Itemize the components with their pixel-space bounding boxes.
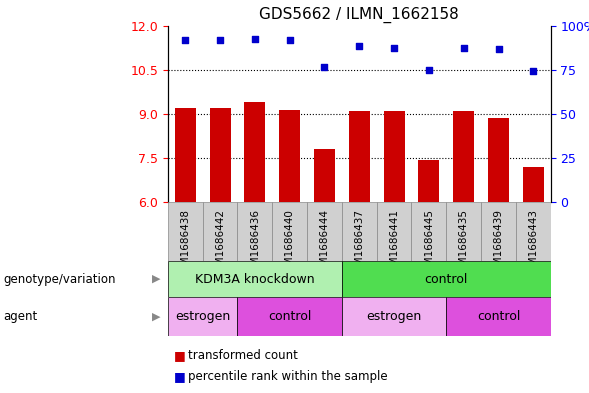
Bar <box>203 26 237 202</box>
Bar <box>481 26 516 202</box>
Point <box>216 37 225 43</box>
Text: GSM1686444: GSM1686444 <box>319 209 329 279</box>
Text: ■: ■ <box>174 349 190 362</box>
Text: GSM1686441: GSM1686441 <box>389 209 399 279</box>
Bar <box>342 297 446 336</box>
Text: ■: ■ <box>174 370 190 383</box>
Bar <box>454 111 474 202</box>
Bar <box>412 26 446 202</box>
Bar <box>412 202 446 261</box>
Text: GSM1686443: GSM1686443 <box>528 209 538 279</box>
Point <box>250 36 260 42</box>
Text: agent: agent <box>3 310 37 323</box>
Text: GSM1686437: GSM1686437 <box>355 209 364 279</box>
Bar <box>175 108 196 202</box>
Text: GSM1686440: GSM1686440 <box>284 209 294 279</box>
Bar <box>272 26 307 202</box>
Bar <box>168 261 342 297</box>
Point <box>355 43 364 49</box>
Point <box>424 66 434 73</box>
Bar <box>168 26 203 202</box>
Text: GSM1686439: GSM1686439 <box>494 209 504 279</box>
Bar <box>516 26 551 202</box>
Title: GDS5662 / ILMN_1662158: GDS5662 / ILMN_1662158 <box>259 7 459 23</box>
Bar <box>168 297 237 336</box>
Bar <box>349 111 370 202</box>
Bar <box>168 202 203 261</box>
Text: GSM1686438: GSM1686438 <box>180 209 190 279</box>
Bar <box>377 26 412 202</box>
Bar <box>237 297 342 336</box>
Point <box>320 64 329 70</box>
Bar <box>307 202 342 261</box>
Text: ▶: ▶ <box>153 274 161 284</box>
Text: ▶: ▶ <box>153 311 161 321</box>
Text: estrogen: estrogen <box>175 310 230 323</box>
Text: KDM3A knockdown: KDM3A knockdown <box>195 272 315 286</box>
Bar <box>446 297 551 336</box>
Bar <box>237 26 272 202</box>
Text: GSM1686442: GSM1686442 <box>215 209 225 279</box>
Text: transformed count: transformed count <box>188 349 299 362</box>
Point <box>181 37 190 43</box>
Bar <box>203 202 237 261</box>
Bar <box>523 167 544 202</box>
Point <box>285 37 294 43</box>
Text: percentile rank within the sample: percentile rank within the sample <box>188 370 388 383</box>
Bar <box>481 202 516 261</box>
Bar <box>237 202 272 261</box>
Text: estrogen: estrogen <box>366 310 422 323</box>
Point <box>494 46 503 52</box>
Point <box>459 44 468 51</box>
Bar <box>342 261 551 297</box>
Bar <box>342 202 377 261</box>
Bar <box>210 108 230 202</box>
Bar <box>272 202 307 261</box>
Bar <box>314 149 335 202</box>
Bar <box>516 202 551 261</box>
Text: genotype/variation: genotype/variation <box>3 272 115 286</box>
Bar <box>488 118 509 202</box>
Text: control: control <box>268 310 312 323</box>
Bar <box>279 110 300 202</box>
Text: control: control <box>425 272 468 286</box>
Point <box>389 44 399 51</box>
Bar <box>244 102 265 202</box>
Bar <box>342 26 377 202</box>
Bar <box>446 26 481 202</box>
Bar <box>307 26 342 202</box>
Text: control: control <box>477 310 520 323</box>
Bar <box>446 202 481 261</box>
Bar <box>377 202 412 261</box>
Bar <box>418 160 439 202</box>
Bar <box>383 111 405 202</box>
Text: GSM1686435: GSM1686435 <box>459 209 469 279</box>
Text: GSM1686436: GSM1686436 <box>250 209 260 279</box>
Point <box>528 68 538 74</box>
Text: GSM1686445: GSM1686445 <box>424 209 434 279</box>
